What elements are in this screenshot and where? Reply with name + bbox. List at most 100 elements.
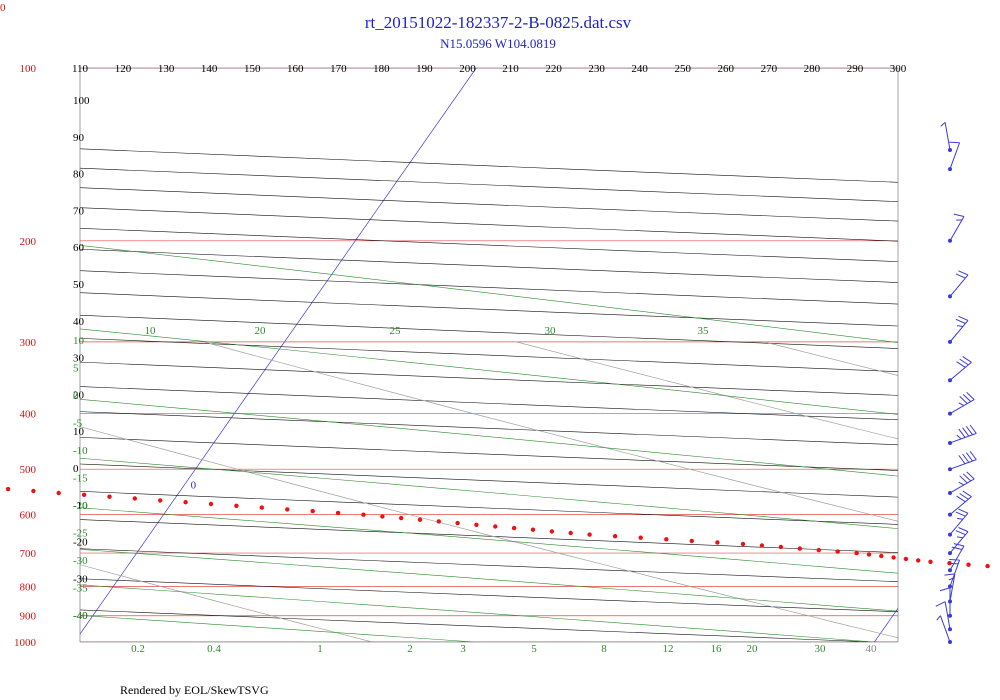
temperature-point (530, 527, 536, 532)
pressure-tick-label: 500 (20, 464, 37, 476)
wind-barb (948, 141, 961, 172)
wind-barbs (935, 122, 977, 644)
temperature-point (854, 550, 859, 556)
wind-barb-flag (962, 473, 972, 482)
mixing-ratio-line (516, 341, 898, 440)
wind-barb-flag (958, 481, 965, 486)
altitude-tick-label: 0 (73, 463, 79, 475)
temperature-point (31, 488, 36, 494)
theta-tick-label: 210 (502, 63, 519, 75)
wind-barb-flag (962, 356, 972, 363)
wind-barb-flag (959, 493, 969, 500)
mixing-ratio-tick-label: 16 (711, 643, 723, 655)
wind-barb (948, 356, 972, 383)
wind-barb-staff (944, 122, 951, 151)
wind-barb-base (948, 532, 952, 537)
wind-barb-flag (958, 402, 965, 407)
altitude-tick-label: -20 (73, 537, 88, 549)
wetbulb-tick-label: 10 (73, 335, 85, 347)
theta-tick-label: 160 (287, 63, 304, 75)
wind-barb (948, 543, 965, 573)
plot-frame (79, 67, 899, 643)
temperature-point (399, 515, 404, 521)
moist-tick-label: 35 (698, 325, 710, 337)
chart-subtitle: N15.0596 W104.0819 (440, 36, 556, 51)
wetbulb-tick-label: -15 (73, 473, 88, 485)
temperature-point (689, 538, 694, 544)
dry-adiabat-line (80, 227, 898, 262)
temperature-point (866, 552, 872, 557)
wind-barb-flag (939, 587, 951, 592)
temperature-point (183, 500, 188, 505)
theta-tick-label: 110 (72, 63, 89, 75)
moist-tick-label: 25 (390, 325, 402, 337)
wind-barb-flag (935, 601, 946, 607)
wind-barb (948, 508, 969, 537)
wind-barb-staff (949, 478, 975, 494)
temperature-point (778, 544, 784, 550)
mixing-ratio-tick-label: 20 (747, 643, 759, 655)
temperature-point (928, 559, 933, 564)
mixing-ratio-line (203, 341, 898, 522)
temperature-point (81, 492, 87, 497)
wind-barb-flag (962, 453, 970, 463)
wind-barb (948, 471, 975, 495)
wind-barb-flag (949, 558, 960, 561)
dry-adiabat-line (80, 148, 898, 183)
wind-barb-staff (949, 531, 969, 554)
wind-barb (948, 527, 969, 556)
temperature-point (587, 532, 592, 537)
temperature-point (549, 529, 555, 534)
chart-title: rt_20151022-182337-2-B-0825.dat.csv (365, 13, 632, 32)
wind-barb-base (948, 467, 952, 472)
theta-tick-label: 250 (674, 63, 691, 75)
wind-barb-flag (966, 392, 975, 400)
grid-lines (80, 68, 898, 642)
wind-barb-flag (948, 577, 955, 581)
mixing-ratio-tick-label: 0.2 (131, 643, 145, 655)
moist-adiabat-line (80, 549, 898, 612)
wind-barb-flag (953, 213, 965, 218)
wind-barb-flag (959, 475, 968, 484)
wind-barb-base (948, 167, 952, 172)
temperature-point (740, 541, 746, 547)
wind-barb-base (948, 411, 952, 416)
dry-adiabat-line (80, 314, 898, 349)
dry-adiabat-line (80, 463, 898, 498)
wetbulb-tick-label: -25 (73, 528, 88, 540)
altitude-tick-label: 70 (73, 205, 85, 217)
pressure-tick-label: 300 (20, 337, 37, 349)
theta-tick-label: 130 (158, 63, 175, 75)
moist-adiabat-line (80, 584, 875, 642)
wind-barb-staff (949, 459, 977, 470)
pressure-tick-label: 200 (20, 236, 37, 248)
wind-barb-staff (949, 512, 969, 535)
wind-barb-base (948, 339, 952, 344)
temperature-point (474, 522, 479, 527)
altitude-tick-label: 80 (73, 169, 85, 181)
dry-adiabat-line (80, 292, 898, 327)
wind-barb-staff (949, 559, 961, 587)
mixing-ratio-line (80, 426, 898, 639)
mixing-ratio-tick-label: 3 (460, 643, 466, 655)
moist-tick-label: 30 (545, 325, 557, 337)
wind-barb-flag (944, 573, 955, 576)
temperature-point (132, 496, 137, 501)
temperature-point (417, 517, 423, 522)
moist-tick-label: 20 (255, 325, 267, 337)
wind-barb-staff (949, 216, 965, 242)
wind-barb-staff (949, 432, 977, 444)
wind-barb-flag (969, 450, 977, 460)
temperature-point (285, 507, 290, 512)
wind-barb-staff (949, 274, 969, 297)
dry-adiabat-line (80, 386, 898, 421)
temperature-point (493, 524, 498, 529)
wind-barb (948, 213, 965, 243)
altitude-tick-label: -10 (73, 500, 88, 512)
wetbulb-tick-label: -20 (73, 500, 88, 512)
wind-barb (948, 270, 969, 299)
theta-tick-label: 260 (718, 63, 735, 75)
theta-tick-label: 220 (545, 63, 562, 75)
wind-barb (947, 558, 961, 589)
